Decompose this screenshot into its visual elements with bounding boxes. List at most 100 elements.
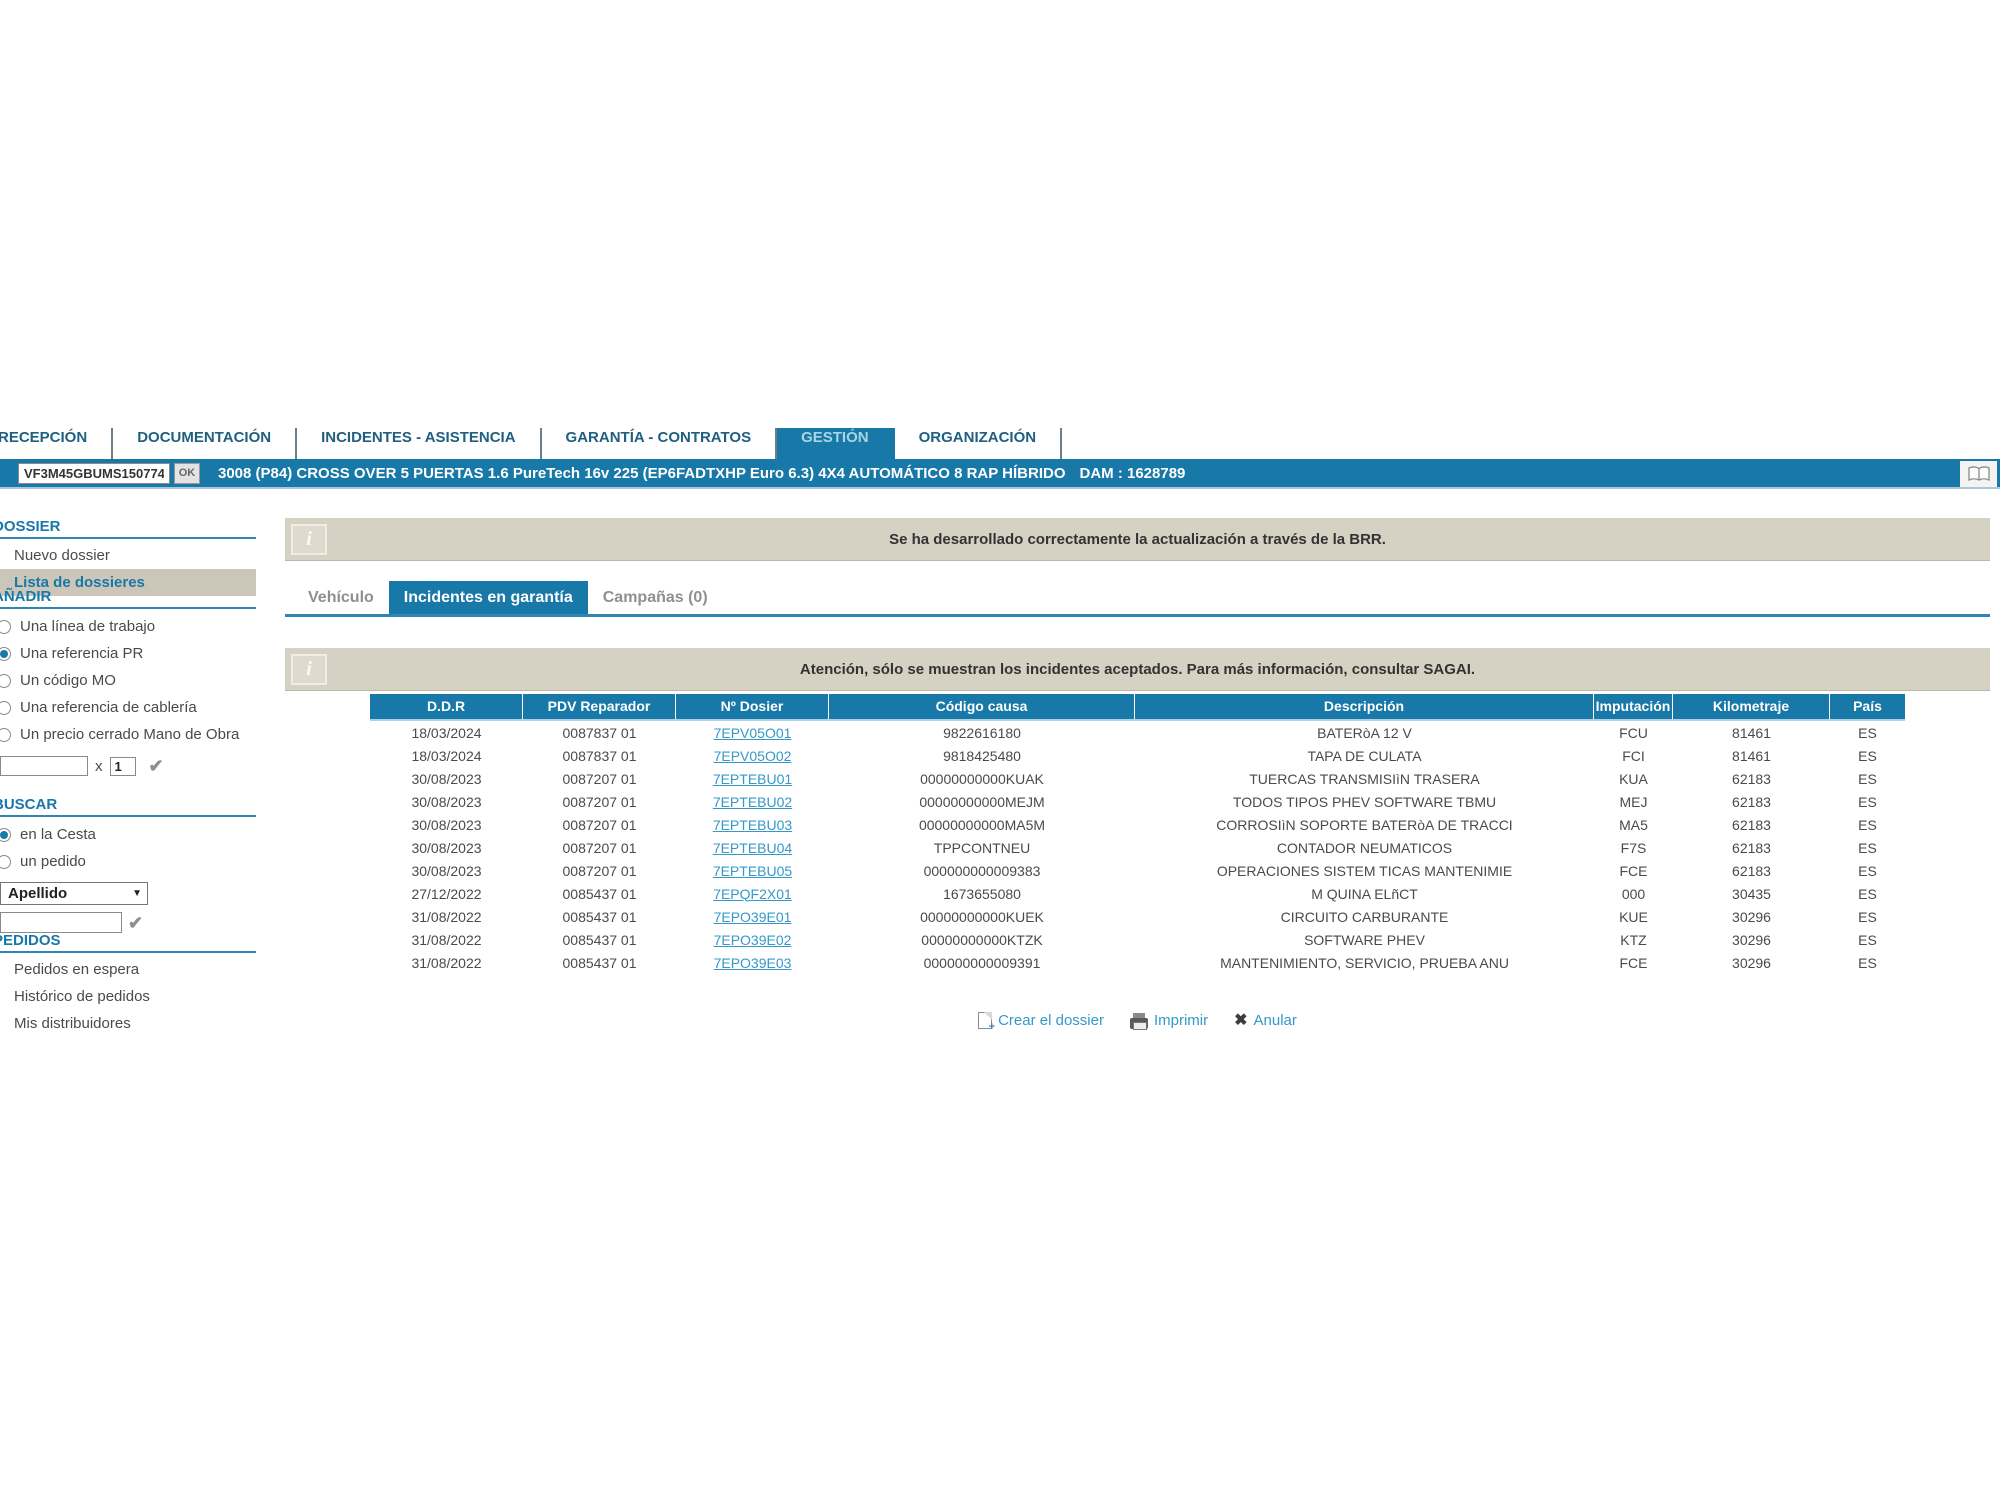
info-icon: i [291,654,327,685]
cell-imputacion: KUE [1619,908,1648,925]
cell-codigo-causa: 00000000000MA5M [918,816,1046,833]
vin-input[interactable] [18,462,170,484]
cell-ddr: 30/08/2023 [411,793,482,810]
top-nav-tabs: RECEPCIÓN DOCUMENTACIÓN INCIDENTES - ASI… [0,428,1063,459]
cell-kilometraje: 81461 [1732,724,1771,741]
column-header: Kilometraje [1673,694,1830,719]
sidebar-item[interactable]: Nuevo dossier [0,542,256,569]
dosier-link[interactable]: 7EPQF2X01 [713,885,792,902]
nav-tab[interactable]: GESTIÓN [777,428,895,459]
cell-descripcion: TODOS TIPOS PHEV SOFTWARE TBMU [1232,793,1497,810]
cell-descripcion: CONTADOR NEUMATICOS [1276,839,1453,856]
table-row: 31/08/2022 0085437 01 7EPO39E02 00000000… [370,928,1905,951]
cell-pais: ES [1858,885,1877,902]
content-tab-label: Incidentes en garantía [403,589,573,606]
cell-pdv-reparador: 0085437 01 [562,954,637,971]
radio-option[interactable]: un pedido [0,848,256,875]
radio-label: Un precio cerrado Mano de Obra [20,726,240,743]
cell-descripcion: CIRCUITO CARBURANTE [1280,908,1449,925]
add-document-icon [978,1012,995,1033]
anadir-options: Una línea de trabajo Una referencia PR U… [0,613,256,748]
section-title: BUSCAR [0,796,58,813]
cell-ddr: 31/08/2022 [411,931,482,948]
print-button[interactable]: Imprimir [1129,1012,1208,1030]
cell-imputacion: 000 [1621,885,1646,902]
cell-descripcion: TAPA DE CULATA [1307,747,1422,764]
cell-ddr: 18/03/2024 [411,724,482,741]
cell-descripcion: BATERòA 12 V [1317,724,1412,741]
manual-book-icon[interactable] [1960,461,1997,487]
search-check-icon[interactable]: ✔ [128,912,144,933]
cell-dosier: 7EPV05O02 [676,748,829,764]
content-tab[interactable]: Incidentes en garantía [388,581,588,614]
search-input[interactable] [0,912,122,933]
cell-dosier: 7EPO39E02 [676,932,829,948]
sidebar-item[interactable]: Lista de dossieres [0,569,256,596]
content-tab[interactable]: Vehículo [293,581,389,614]
sidebar-section-dossier: DOSSIER Nuevo dossier Lista de dossieres [0,518,256,596]
column-header: Imputación [1594,694,1673,719]
dosier-link[interactable]: 7EPO39E03 [713,954,792,971]
create-dossier-button[interactable]: Crear el dossier [978,1012,1104,1033]
radio-icon [0,700,11,715]
vin-ok-button[interactable]: OK [174,462,200,484]
vehicle-description: 3008 (P84) CROSS OVER 5 PUERTAS 1.6 Pure… [218,464,1066,482]
cell-imputacion: FCU [1619,724,1648,741]
nav-tab[interactable]: DOCUMENTACIÓN [113,428,298,459]
nav-tab[interactable]: GARANTÍA - CONTRATOS [541,428,778,459]
radio-option[interactable]: Un precio cerrado Mano de Obra [0,721,256,748]
sidebar-item[interactable]: Mis distribuidores [0,1010,256,1037]
dosier-link[interactable]: 7EPV05O02 [713,747,792,764]
dosier-link[interactable]: 7EPTEBU01 [712,770,793,787]
pedidos-items: Pedidos en espera Histórico de pedidos M… [0,956,256,1037]
cell-kilometraje: 62183 [1732,816,1771,833]
cancel-button[interactable]: ✖ Anular [1234,1012,1297,1029]
nav-tab[interactable]: RECEPCIÓN [0,428,114,459]
cell-pais: ES [1858,793,1877,810]
section-divider [0,815,256,817]
dosier-link[interactable]: 7EPTEBU03 [712,816,793,833]
cell-imputacion: MEJ [1619,793,1648,810]
dosier-link[interactable]: 7EPO39E02 [713,931,792,948]
nav-tab[interactable]: INCIDENTES - ASISTENCIA [297,428,542,459]
content-tab[interactable]: Campañas (0) [588,581,723,614]
dosier-link[interactable]: 7EPO39E01 [713,908,792,925]
confirm-check-icon[interactable]: ✔ [148,756,164,776]
cell-codigo-causa: 00000000000MEJM [919,793,1045,810]
info-banner-brr: i Se ha desarrollado correctamente la ac… [285,518,1990,561]
cell-kilometraje: 62183 [1732,770,1771,787]
x-icon: ✖ [1234,1011,1248,1029]
cell-kilometraje: 30296 [1732,908,1771,925]
info-icon: i [291,524,327,555]
apellido-select[interactable]: Apellido ▼ [0,882,148,905]
dosier-link[interactable]: 7EPTEBU05 [712,862,793,879]
search-row: ✔ [0,912,256,933]
column-header: Nº Dosier [676,694,829,719]
radio-option[interactable]: en la Cesta [0,821,256,848]
table-row: 27/12/2022 0085437 01 7EPQF2X01 16736550… [370,882,1905,905]
sidebar-item[interactable]: Histórico de pedidos [0,983,256,1010]
banner-text: Se ha desarrollado correctamente la actu… [889,530,1386,548]
cell-codigo-causa: 1673655080 [943,885,1021,902]
radio-icon [0,827,11,842]
quantity-input[interactable] [109,756,136,776]
radio-option[interactable]: Una referencia de cablería [0,694,256,721]
radio-option[interactable]: Un código MO [0,667,256,694]
dosier-link[interactable]: 7EPTEBU04 [712,839,793,856]
cell-pdv-reparador: 0087837 01 [562,747,637,764]
dosier-link[interactable]: 7EPV05O01 [713,724,792,741]
action-label: Anular [1253,1012,1297,1029]
radio-option[interactable]: Una referencia PR [0,640,256,667]
nav-tab-label: GESTIÓN [801,428,869,446]
buscar-options: en la Cesta un pedido [0,821,256,875]
sidebar-item-label: Nuevo dossier [14,547,110,564]
radio-option[interactable]: Una línea de trabajo [0,613,256,640]
sidebar-item[interactable]: Pedidos en espera [0,956,256,983]
dosier-link[interactable]: 7EPTEBU02 [712,793,793,810]
reference-input[interactable] [0,756,88,776]
nav-tab[interactable]: ORGANIZACIÓN [894,428,1063,459]
sidebar-section-anadir: AÑADIR Una línea de trabajo Una referenc… [0,588,256,776]
action-label: Crear el dossier [998,1012,1104,1029]
content-tab-label: Campañas (0) [602,589,708,606]
